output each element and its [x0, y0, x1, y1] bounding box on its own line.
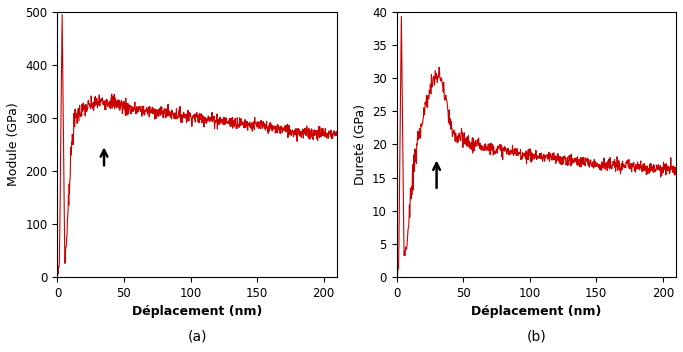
- Text: (a): (a): [187, 330, 207, 344]
- Text: (b): (b): [527, 330, 546, 344]
- X-axis label: Déplacement (nm): Déplacement (nm): [471, 305, 602, 318]
- Y-axis label: Module (GPa): Module (GPa): [7, 102, 20, 186]
- X-axis label: Déplacement (nm): Déplacement (nm): [132, 305, 262, 318]
- Y-axis label: Dureté (GPa): Dureté (GPa): [354, 104, 367, 185]
